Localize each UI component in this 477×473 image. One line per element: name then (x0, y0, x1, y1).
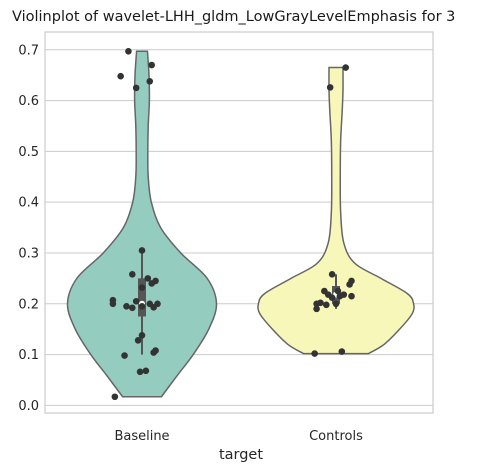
data-point (323, 301, 330, 309)
data-point (313, 300, 320, 308)
y-tick-label: 0.2 (18, 297, 39, 312)
data-point (150, 304, 157, 311)
data-point (148, 280, 155, 287)
data-point (144, 275, 152, 282)
data-point (328, 271, 336, 278)
data-point (328, 294, 336, 301)
y-tick-label: 0.3 (18, 246, 39, 261)
data-point (134, 337, 142, 344)
data-point (326, 84, 334, 91)
data-point (338, 348, 346, 355)
data-point (150, 349, 157, 356)
data-point (129, 271, 136, 278)
data-point (146, 77, 154, 85)
data-point (311, 350, 318, 357)
data-point (148, 61, 155, 69)
data-point (123, 303, 130, 310)
data-point (332, 300, 340, 308)
data-point (348, 292, 355, 300)
data-point (121, 352, 128, 359)
y-tick-label: 0.0 (18, 399, 39, 414)
violin-controls (257, 66, 415, 355)
data-point (138, 303, 146, 310)
data-point (138, 247, 146, 254)
data-point (111, 393, 119, 401)
data-point (109, 300, 117, 308)
data-point (138, 284, 146, 291)
y-tick-label: 0.7 (18, 43, 39, 58)
x-tick-label: Baseline (114, 429, 169, 444)
data-point (132, 84, 140, 92)
data-point (117, 72, 124, 80)
data-point (336, 292, 344, 300)
data-point (138, 331, 146, 339)
iqr-box (138, 278, 146, 317)
data-point (342, 64, 350, 71)
y-tick-label: 0.6 (18, 94, 39, 109)
data-point (334, 287, 342, 295)
y-tick-label: 0.5 (18, 145, 39, 160)
y-tick-labels: 0.0 0.1 0.2 0.3 0.4 0.5 0.6 0.7 (18, 43, 39, 414)
data-point (125, 48, 132, 55)
x-tick-labels: Baseline Controls (114, 429, 363, 444)
data-point (346, 281, 353, 288)
data-points (109, 48, 355, 401)
y-tick-label: 0.4 (18, 196, 39, 211)
y-tick-label: 0.1 (18, 348, 39, 363)
violin-baseline (66, 50, 218, 398)
data-point (136, 368, 144, 376)
violins (66, 50, 415, 398)
data-point (129, 304, 136, 312)
data-point (132, 297, 140, 305)
x-tick-label: Controls (309, 429, 363, 444)
data-point (142, 367, 150, 375)
chart-title: Violinplot of wavelet-LHH_gldm_LowGrayLe… (12, 9, 455, 25)
plot-frame (44, 31, 434, 414)
x-axis-label: target (219, 447, 263, 463)
data-point (313, 305, 320, 313)
